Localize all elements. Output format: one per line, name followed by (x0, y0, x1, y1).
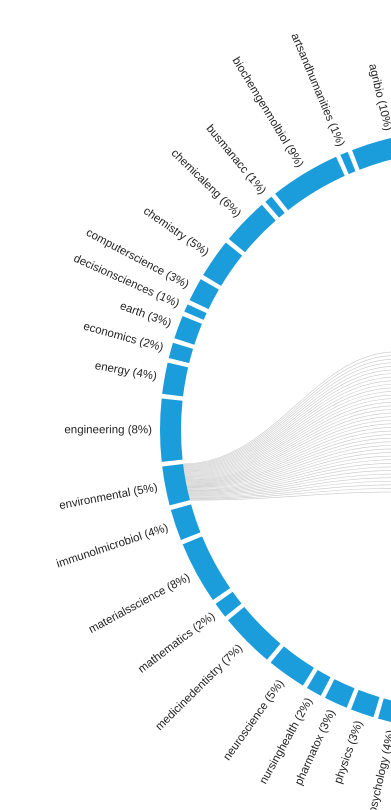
chord-link (189, 484, 391, 499)
chord-link (183, 369, 391, 469)
chord-segment (352, 138, 391, 170)
segment-label: engineering (8%) (64, 424, 152, 436)
chord-link (187, 445, 391, 489)
chord-segment (340, 151, 356, 175)
chord-segment (265, 196, 285, 218)
chord-link (187, 448, 391, 490)
segment-label: chemistry (5%) (141, 205, 211, 259)
chord-link (185, 409, 391, 480)
chord-segments (160, 138, 391, 722)
segment-label: biochemgenmolbiol (9%) (230, 55, 306, 170)
chord-link (183, 351, 391, 465)
chord-segment (351, 689, 380, 718)
chord-link (183, 355, 391, 466)
segment-label: mathematics (2%) (136, 610, 217, 675)
chord-segment (174, 315, 202, 345)
chord-segment (182, 536, 231, 601)
chord-segment (324, 679, 355, 708)
chord-link (186, 434, 391, 486)
chord-link (186, 437, 391, 487)
chord-segment (184, 304, 207, 320)
chord-segment (228, 204, 276, 253)
chord-link (184, 394, 391, 476)
segment-label: economics (2%) (82, 321, 165, 354)
chord-link (186, 427, 391, 484)
chord-segment (378, 698, 391, 722)
chord-segment (215, 591, 242, 617)
chord-link (186, 441, 391, 488)
chord-links (183, 351, 391, 501)
chord-link (183, 377, 391, 471)
chord-link (184, 391, 391, 475)
chord-segment (168, 342, 194, 364)
chord-link (189, 477, 391, 497)
chord-link (187, 459, 391, 493)
chord-segment (228, 606, 281, 660)
chord-link (185, 416, 391, 482)
chord-link (183, 359, 391, 467)
chord-link (184, 387, 391, 474)
chord-segment (162, 362, 189, 397)
chord-segment (160, 398, 183, 462)
chord-segment (189, 279, 219, 310)
chord-link (187, 452, 391, 491)
chord-link (186, 423, 391, 483)
chord-link (183, 362, 391, 468)
segment-label: artsandhumanities (1%) (288, 32, 346, 149)
chord-link (184, 402, 391, 478)
chord-link (186, 430, 391, 485)
chord-link (183, 366, 391, 469)
chord-link (183, 373, 391, 470)
chord-link (189, 488, 391, 500)
chord-segment (275, 156, 345, 211)
chord-segment (270, 646, 314, 686)
chord-segment (162, 463, 190, 506)
chord-link (184, 384, 391, 473)
segment-label: psychology (4%) (367, 729, 391, 810)
segment-label: materialsscience (8%) (87, 572, 192, 637)
chord-link (185, 420, 391, 483)
chord-link (188, 466, 391, 495)
segment-label: environmental (5%) (58, 482, 158, 512)
segment-label: energy (4%) (94, 360, 158, 383)
chord-link (188, 470, 391, 495)
chord-link (188, 463, 391, 494)
chord-link (188, 473, 391, 496)
chord-segment (203, 242, 243, 286)
segment-label: physics (3%) (332, 719, 365, 785)
segment-label: immunolmicrobiol (4%) (55, 522, 170, 571)
chord-link (185, 405, 391, 479)
chord-segment (170, 504, 201, 541)
segment-label: agribio (10%) (366, 63, 391, 132)
chord-segment (306, 669, 331, 696)
chord-link (184, 398, 391, 477)
chord-link (185, 412, 391, 481)
chord-link (189, 480, 391, 498)
chord-link (189, 491, 391, 501)
chord-link (184, 380, 391, 472)
chord-link (187, 455, 391, 492)
